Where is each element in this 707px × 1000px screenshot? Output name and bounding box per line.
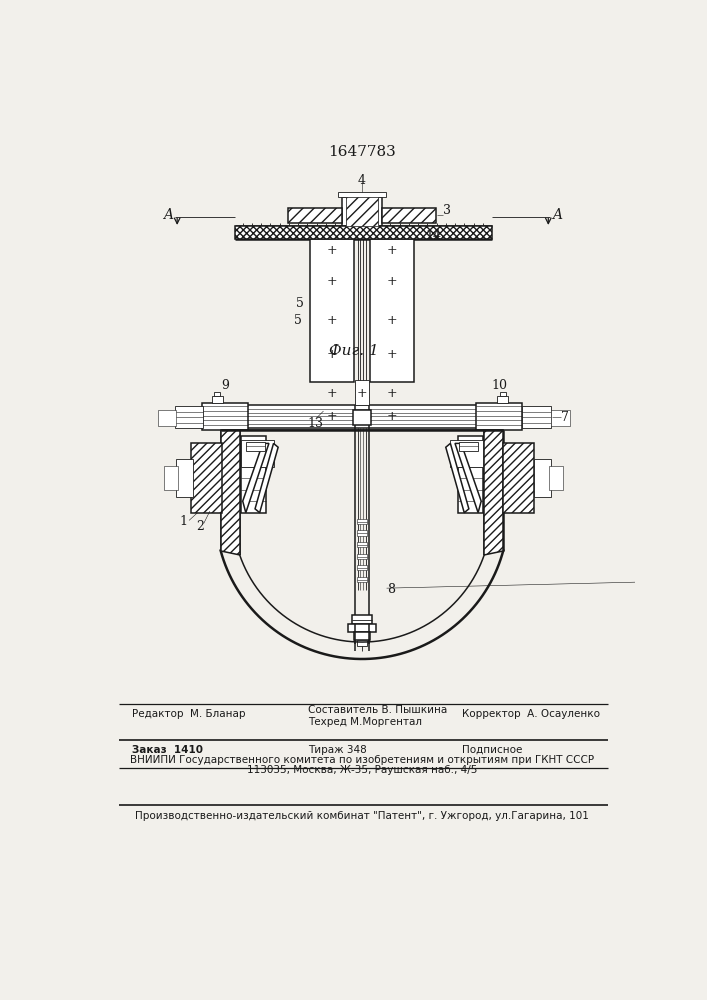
Text: 4: 4 [358, 174, 366, 187]
Bar [354, 632, 370, 640]
Polygon shape [446, 443, 469, 513]
Bar [310, 239, 354, 382]
Text: 1: 1 [180, 515, 187, 528]
Bar [355, 380, 369, 405]
Text: 5: 5 [296, 297, 303, 310]
Text: A: A [163, 208, 173, 222]
Bar [356, 554, 368, 559]
Text: 3: 3 [443, 204, 450, 217]
Text: +: + [356, 387, 367, 400]
Text: 10: 10 [491, 379, 507, 392]
Bar [214, 392, 221, 396]
Bar [352, 615, 372, 624]
Bar [241, 440, 274, 466]
Text: 7: 7 [561, 411, 569, 424]
Text: +: + [387, 314, 397, 327]
Text: +: + [327, 348, 337, 361]
Polygon shape [455, 443, 481, 513]
Text: ВНИИПИ Государственного комитета по изобретениям и открытиям при ГКНТ СССР: ВНИИПИ Государственного комитета по изоб… [130, 755, 594, 765]
Text: 14: 14 [426, 229, 442, 242]
Text: +: + [327, 410, 337, 423]
Bar [356, 530, 368, 536]
Bar [353, 410, 371, 425]
Bar [246, 442, 265, 451]
Bar [534, 459, 551, 497]
Bar [458, 436, 483, 513]
Bar [551, 410, 570, 426]
Bar [500, 392, 506, 396]
Bar [158, 410, 176, 426]
Text: Заказ  1410: Заказ 1410 [132, 745, 204, 755]
Polygon shape [255, 443, 278, 513]
Polygon shape [221, 430, 240, 555]
Bar [176, 459, 193, 497]
Text: 8: 8 [387, 583, 395, 596]
Text: Тираж 348: Тираж 348 [308, 745, 367, 755]
Bar [522, 406, 551, 428]
Text: +: + [327, 387, 337, 400]
Text: +: + [387, 275, 397, 288]
Text: Техред М.Моргентал: Техред М.Моргентал [308, 717, 422, 727]
Text: 5: 5 [294, 314, 302, 327]
Bar [241, 436, 266, 513]
Text: Подписное: Подписное [462, 745, 522, 755]
Bar [346, 197, 378, 226]
Bar [356, 519, 368, 524]
Text: +: + [327, 275, 337, 288]
Bar [450, 440, 483, 466]
Bar [165, 466, 178, 490]
Bar [348, 624, 376, 632]
Bar [498, 396, 508, 403]
Bar [476, 403, 522, 430]
Text: Производственно-издательский комбинат "Патент", г. Ужгород, ул.Гагарина, 101: Производственно-издательский комбинат "П… [135, 811, 589, 821]
Bar [356, 577, 368, 582]
Text: 2: 2 [196, 520, 204, 533]
Text: Корректор  А. Осауленко: Корректор А. Осауленко [462, 709, 600, 719]
Bar [382, 208, 436, 223]
Bar [503, 443, 534, 513]
Text: +: + [327, 244, 337, 257]
Polygon shape [484, 430, 503, 555]
Text: A: A [552, 208, 562, 222]
Bar [212, 396, 223, 403]
Text: 113035, Москва, Ж-35, Раушская наб., 4/5: 113035, Москва, Ж-35, Раушская наб., 4/5 [247, 765, 477, 775]
Bar [192, 443, 222, 513]
Text: +: + [356, 410, 367, 423]
Text: 9: 9 [221, 379, 229, 392]
Bar [201, 403, 248, 430]
Text: 13: 13 [308, 417, 324, 430]
Bar [342, 197, 382, 226]
Text: +: + [387, 244, 397, 257]
Bar [338, 192, 386, 197]
Polygon shape [243, 443, 269, 513]
Bar [175, 406, 204, 428]
Bar [247, 405, 477, 428]
Text: +: + [387, 387, 397, 400]
Text: Составитель В. Пышкина: Составитель В. Пышкина [308, 705, 448, 715]
Bar [356, 565, 368, 570]
Bar [356, 640, 368, 646]
Bar [235, 226, 492, 239]
Text: Фиг. 1: Фиг. 1 [329, 344, 379, 358]
Text: 1647783: 1647783 [328, 145, 396, 159]
Bar [370, 239, 414, 382]
Text: +: + [387, 410, 397, 423]
Bar [356, 542, 368, 547]
Bar [459, 442, 478, 451]
Text: +: + [387, 348, 397, 361]
Text: +: + [327, 314, 337, 327]
Bar [288, 208, 342, 223]
Bar [549, 466, 563, 490]
Text: Редактор  М. Бланар: Редактор М. Бланар [132, 709, 246, 719]
